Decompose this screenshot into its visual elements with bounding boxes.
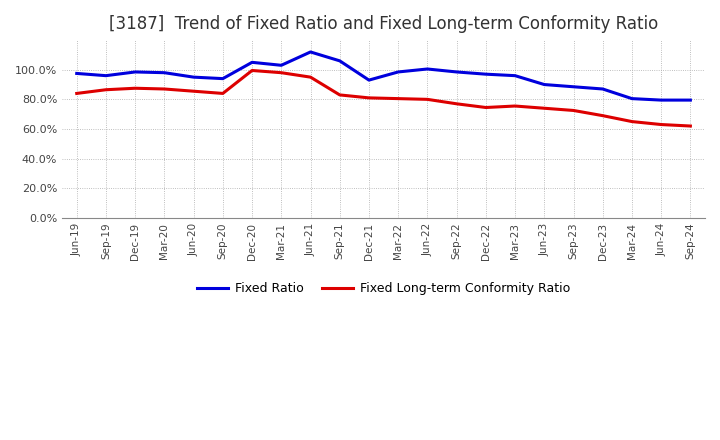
Fixed Ratio — [364, 77, 373, 83]
Title: [3187]  Trend of Fixed Ratio and Fixed Long-term Conformity Ratio: [3187] Trend of Fixed Ratio and Fixed Lo… — [109, 15, 658, 33]
Fixed Long-term Conformity Ratio — [686, 123, 695, 128]
Fixed Long-term Conformity Ratio — [482, 105, 490, 110]
Fixed Ratio — [482, 72, 490, 77]
Fixed Long-term Conformity Ratio — [306, 74, 315, 80]
Fixed Ratio — [277, 62, 286, 68]
Fixed Long-term Conformity Ratio — [540, 106, 549, 111]
Fixed Long-term Conformity Ratio — [570, 108, 578, 113]
Fixed Long-term Conformity Ratio — [598, 113, 607, 118]
Fixed Long-term Conformity Ratio — [628, 119, 636, 124]
Fixed Long-term Conformity Ratio — [657, 122, 665, 127]
Fixed Long-term Conformity Ratio — [131, 86, 140, 91]
Fixed Ratio — [248, 60, 256, 65]
Fixed Ratio — [423, 66, 432, 72]
Fixed Long-term Conformity Ratio — [248, 68, 256, 73]
Fixed Long-term Conformity Ratio — [336, 92, 344, 98]
Fixed Ratio — [306, 49, 315, 55]
Fixed Long-term Conformity Ratio — [102, 87, 110, 92]
Fixed Ratio — [686, 97, 695, 103]
Fixed Ratio — [628, 96, 636, 101]
Fixed Ratio — [570, 84, 578, 89]
Fixed Long-term Conformity Ratio — [452, 101, 461, 106]
Fixed Ratio — [218, 76, 227, 81]
Fixed Long-term Conformity Ratio — [510, 103, 519, 109]
Legend: Fixed Ratio, Fixed Long-term Conformity Ratio: Fixed Ratio, Fixed Long-term Conformity … — [192, 278, 575, 301]
Fixed Ratio — [102, 73, 110, 78]
Fixed Ratio — [160, 70, 168, 75]
Fixed Ratio — [510, 73, 519, 78]
Fixed Ratio — [657, 97, 665, 103]
Fixed Long-term Conformity Ratio — [394, 96, 402, 101]
Line: Fixed Long-term Conformity Ratio: Fixed Long-term Conformity Ratio — [77, 70, 690, 126]
Fixed Long-term Conformity Ratio — [423, 97, 432, 102]
Fixed Long-term Conformity Ratio — [189, 88, 198, 94]
Fixed Ratio — [394, 70, 402, 75]
Fixed Ratio — [131, 70, 140, 75]
Fixed Ratio — [540, 82, 549, 87]
Fixed Ratio — [598, 86, 607, 92]
Fixed Long-term Conformity Ratio — [73, 91, 81, 96]
Fixed Ratio — [189, 74, 198, 80]
Fixed Long-term Conformity Ratio — [277, 70, 286, 75]
Fixed Long-term Conformity Ratio — [364, 95, 373, 100]
Line: Fixed Ratio: Fixed Ratio — [77, 52, 690, 100]
Fixed Long-term Conformity Ratio — [218, 91, 227, 96]
Fixed Ratio — [336, 58, 344, 63]
Fixed Long-term Conformity Ratio — [160, 86, 168, 92]
Fixed Ratio — [452, 70, 461, 75]
Fixed Ratio — [73, 71, 81, 76]
